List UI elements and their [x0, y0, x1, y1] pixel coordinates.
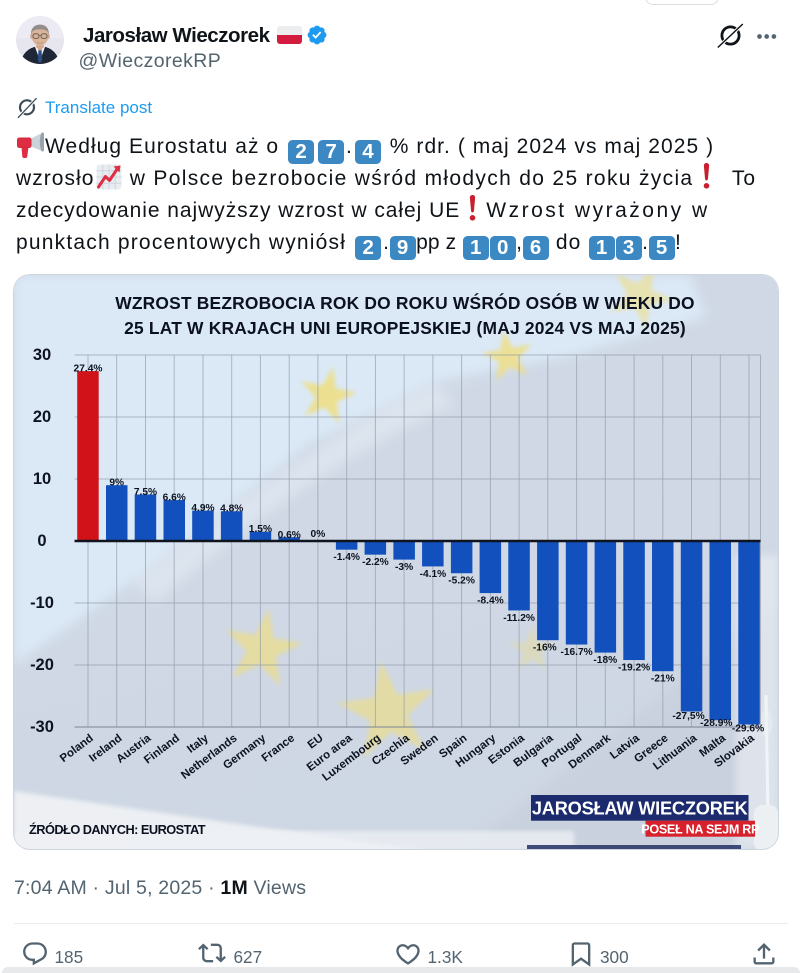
svg-text:WZROST BEZROBOCIA ROK DO ROKU: WZROST BEZROBOCIA ROK DO ROKU WŚRÓD OSÓB…: [115, 293, 695, 313]
svg-text:-19.2%: -19.2%: [618, 663, 650, 674]
svg-text:10: 10: [33, 470, 51, 488]
svg-text:-30: -30: [30, 718, 54, 736]
svg-text:25 LAT W KRAJACH UNI EUROPEJSK: 25 LAT W KRAJACH UNI EUROPEJSKIEJ (MAJ 2…: [124, 318, 686, 338]
svg-text:-4.1%: -4.1%: [420, 569, 447, 580]
svg-text:27.4%: 27.4%: [74, 364, 103, 375]
svg-text:0.6%: 0.6%: [278, 530, 301, 541]
svg-text:-29.6%: -29.6%: [732, 724, 764, 735]
svg-text:9%: 9%: [109, 478, 124, 489]
svg-text:POSEŁ NA SEJM RP: POSEŁ NA SEJM RP: [641, 822, 759, 836]
svg-text:30: 30: [33, 346, 51, 364]
svg-text:-16.7%: -16.7%: [560, 647, 592, 658]
svg-text:-3%: -3%: [395, 562, 413, 573]
svg-text:-1.4%: -1.4%: [333, 552, 360, 563]
svg-text:20: 20: [33, 408, 51, 426]
svg-text:-2.2%: -2.2%: [362, 557, 389, 568]
svg-text:4.9%: 4.9%: [191, 503, 214, 514]
svg-text:-18%: -18%: [593, 655, 617, 666]
svg-text:0: 0: [37, 532, 46, 550]
svg-text:-16%: -16%: [533, 643, 557, 654]
svg-text:-10: -10: [30, 594, 54, 612]
svg-text:1.5%: 1.5%: [249, 524, 272, 535]
svg-text:ŹRÓDŁO DANYCH: EUROSTAT: ŹRÓDŁO DANYCH: EUROSTAT: [29, 822, 206, 837]
svg-text:-21%: -21%: [651, 674, 675, 685]
svg-text:-8.4%: -8.4%: [477, 596, 504, 607]
svg-text:JAROSŁAW WIECZOREK: JAROSŁAW WIECZOREK: [532, 799, 748, 819]
svg-text:-5.2%: -5.2%: [448, 576, 475, 587]
svg-text:-20: -20: [30, 656, 54, 674]
svg-text:6.6%: 6.6%: [163, 493, 186, 504]
svg-text:7.5%: 7.5%: [134, 487, 157, 498]
svg-text:-27,5%: -27,5%: [672, 711, 704, 722]
svg-text:-28.9%: -28.9%: [700, 718, 732, 729]
svg-text:-11.2%: -11.2%: [503, 613, 535, 624]
svg-text:0%: 0%: [311, 529, 326, 540]
svg-text:4.8%: 4.8%: [220, 504, 243, 515]
